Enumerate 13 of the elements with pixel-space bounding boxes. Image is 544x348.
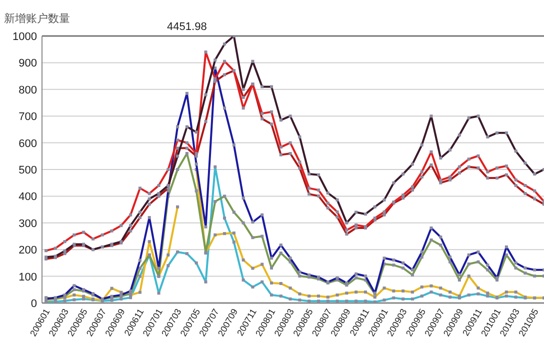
text: 4451.98 — [167, 21, 207, 33]
y-tick-label: 1000 — [12, 31, 37, 43]
y-tick-label: 200 — [18, 244, 37, 257]
y-tick-label: 400 — [18, 191, 37, 204]
y-tick-label: 900 — [18, 58, 37, 70]
y-axis-title: 新增账户数量 — [4, 12, 70, 25]
y-tick-label: 500 — [18, 164, 37, 176]
y-tick-label: 300 — [18, 218, 37, 230]
y-tick-label: 800 — [18, 84, 37, 96]
y-tick-label: 0 — [30, 298, 37, 310]
y-tick-label: 700 — [18, 111, 37, 124]
y-tick-label: 600 — [18, 138, 37, 150]
y-tick-label: 100 — [18, 271, 37, 284]
